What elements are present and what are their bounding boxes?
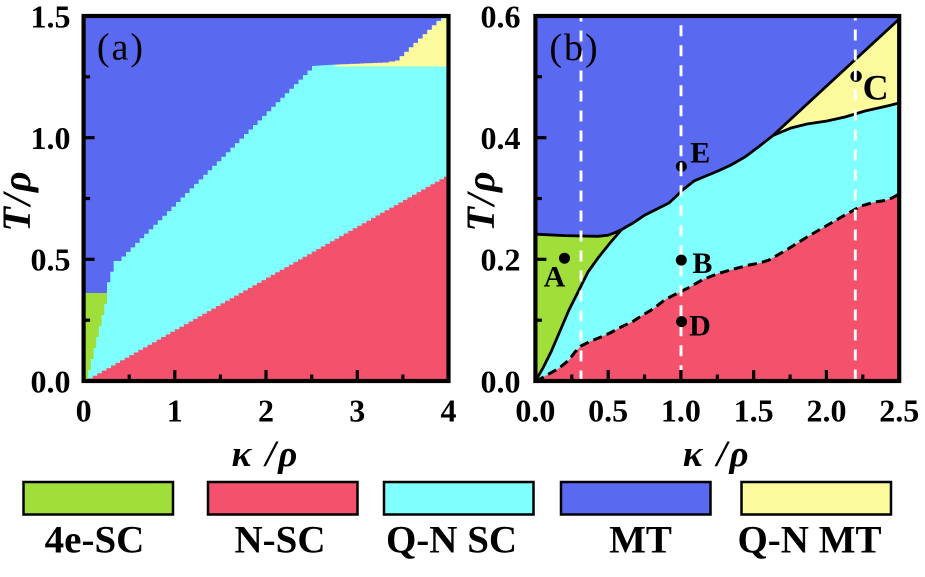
svg-text:κ /ρ: κ /ρ bbox=[232, 434, 300, 475]
svg-text:0.6: 0.6 bbox=[481, 0, 521, 34]
svg-text:N-SC: N-SC bbox=[234, 519, 325, 562]
svg-text:κ /ρ: κ /ρ bbox=[683, 434, 751, 475]
svg-text:0.0: 0.0 bbox=[31, 363, 71, 399]
svg-text:Q-N SC: Q-N SC bbox=[386, 519, 517, 562]
svg-text:0.0: 0.0 bbox=[481, 363, 521, 399]
svg-text:0.5: 0.5 bbox=[31, 242, 71, 278]
svg-text:A: A bbox=[544, 261, 566, 294]
svg-text:1.0: 1.0 bbox=[661, 393, 701, 429]
svg-text:B: B bbox=[692, 247, 712, 280]
svg-text:1.5: 1.5 bbox=[734, 393, 774, 429]
svg-text:2.0: 2.0 bbox=[806, 393, 846, 429]
svg-text:D: D bbox=[689, 310, 711, 343]
svg-text:2.5: 2.5 bbox=[879, 393, 919, 429]
svg-text:(b): (b) bbox=[549, 27, 599, 69]
svg-text:0.2: 0.2 bbox=[481, 242, 521, 278]
svg-text:2: 2 bbox=[258, 393, 274, 429]
svg-text:0.4: 0.4 bbox=[481, 120, 521, 156]
svg-text:1: 1 bbox=[167, 393, 183, 429]
svg-text:4e-SC: 4e-SC bbox=[45, 519, 145, 562]
svg-text:0.0: 0.0 bbox=[515, 393, 555, 429]
svg-text:1.5: 1.5 bbox=[31, 0, 71, 34]
svg-text:(a): (a) bbox=[97, 27, 145, 69]
svg-text:E: E bbox=[690, 136, 710, 169]
svg-text:C: C bbox=[863, 68, 889, 108]
svg-text:1.0: 1.0 bbox=[31, 120, 71, 156]
svg-text:4: 4 bbox=[441, 393, 457, 429]
svg-text:0.5: 0.5 bbox=[588, 393, 628, 429]
svg-text:MT: MT bbox=[609, 519, 672, 562]
svg-text:T/ρ: T/ρ bbox=[0, 169, 39, 231]
svg-text:3: 3 bbox=[349, 393, 365, 429]
svg-text:0: 0 bbox=[76, 393, 92, 429]
svg-text:Q-N MT: Q-N MT bbox=[737, 519, 881, 562]
svg-text:T/ρ: T/ρ bbox=[458, 169, 503, 231]
